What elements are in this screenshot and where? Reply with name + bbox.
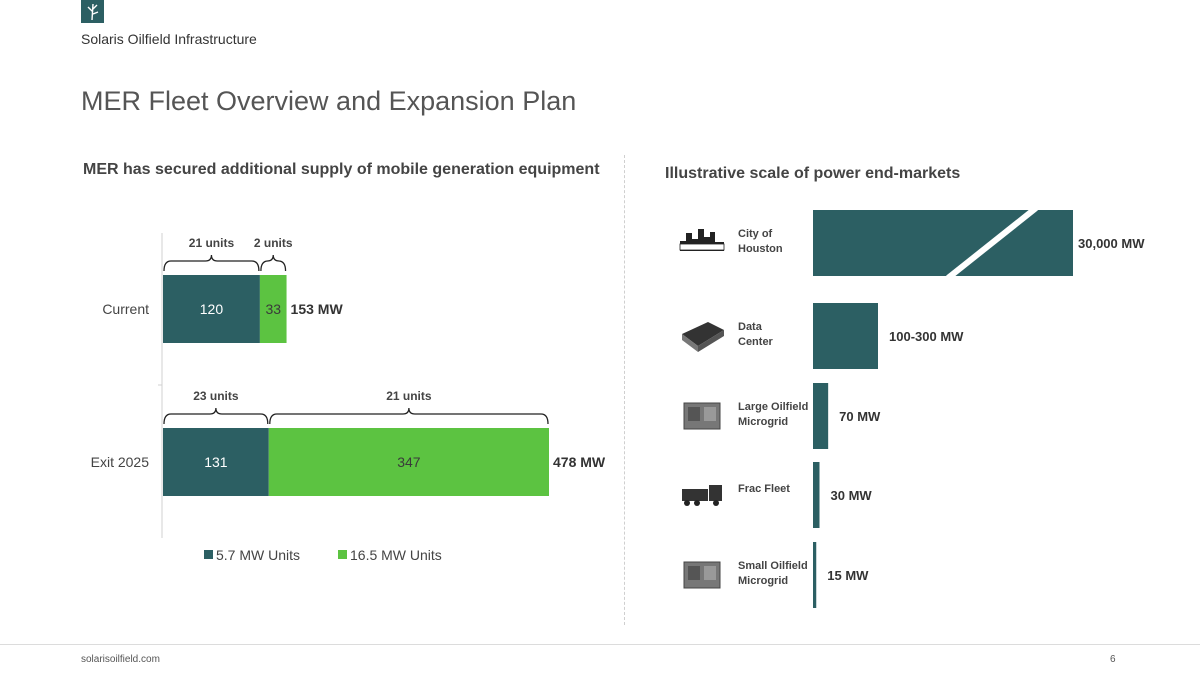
market-category-label: Frac Fleet — [738, 483, 790, 495]
bar-segment — [163, 428, 269, 496]
market-value-label: 100-300 MW — [889, 329, 964, 344]
panel-divider — [624, 155, 625, 625]
bar-value-label: 131 — [204, 454, 228, 470]
market-bar — [813, 383, 829, 449]
footer-website: solarisoilfield.com — [81, 654, 160, 665]
total-label: 153 MW — [291, 301, 344, 317]
total-label: 478 MW — [553, 454, 606, 470]
market-bar — [813, 462, 820, 528]
market-category-label: Small Oilfield — [738, 560, 808, 572]
unit-count-label: 23 units — [193, 389, 239, 403]
footer-divider — [0, 644, 1200, 645]
rack-side — [682, 334, 698, 352]
unit-brace — [260, 254, 287, 272]
page-title: MER Fleet Overview and Expansion Plan — [81, 86, 577, 116]
market-category-label: City of — [738, 228, 773, 240]
category-label: Current — [102, 301, 149, 317]
skyline-banner — [679, 243, 725, 251]
legend-swatch — [204, 550, 213, 559]
generator-panel — [688, 407, 700, 421]
bar-value-label: 33 — [265, 301, 281, 317]
bar-value-label: 120 — [200, 301, 224, 317]
market-category-label: Center — [738, 336, 774, 348]
legend-label: 5.7 MW Units — [216, 547, 300, 563]
legend-swatch — [338, 550, 347, 559]
market-category-label: Large Oilfield — [738, 401, 808, 413]
market-value-label: 30,000 MW — [1078, 236, 1145, 251]
unit-brace — [163, 254, 260, 272]
truck-wheel — [694, 500, 700, 506]
unit-brace — [269, 407, 549, 425]
market-category-label: Microgrid — [738, 416, 788, 428]
truck-wheel — [713, 500, 719, 506]
market-category-label: Microgrid — [738, 575, 788, 587]
market-category-label: Data — [738, 321, 763, 333]
unit-count-label: 2 units — [254, 236, 293, 250]
truck-wheel — [684, 500, 690, 506]
rack-top — [682, 322, 724, 346]
bar-segment — [163, 275, 260, 343]
company-logo — [81, 0, 104, 23]
generator-vent — [704, 566, 716, 580]
market-value-label: 30 MW — [831, 488, 873, 503]
market-bar — [813, 303, 878, 369]
page-number: 6 — [1110, 654, 1116, 665]
truck-cab — [709, 485, 722, 501]
bar-segment — [259, 275, 287, 343]
server-rack-icon — [682, 322, 724, 352]
axis-break-mark — [946, 205, 1038, 281]
truck-trailer — [682, 489, 708, 501]
generator-icon — [683, 402, 721, 430]
market-bar — [813, 542, 817, 608]
generator-panel — [688, 566, 700, 580]
unit-brace — [163, 407, 269, 425]
rack-front — [698, 330, 724, 352]
unit-count-label: 21 units — [386, 389, 432, 403]
unit-count-label: 21 units — [189, 236, 235, 250]
left-heading: MER has secured additional supply of mob… — [83, 161, 600, 178]
bar-value-label: 347 — [397, 454, 421, 470]
category-label: Exit 2025 — [91, 454, 150, 470]
legend-label: 16.5 MW Units — [350, 547, 442, 563]
company-name: Solaris Oilfield Infrastructure — [81, 31, 257, 47]
right-heading: Illustrative scale of power end-markets — [665, 165, 961, 182]
generator-icon — [683, 561, 721, 589]
market-bar — [813, 210, 1073, 276]
generator-vent — [704, 407, 716, 421]
market-value-label: 15 MW — [827, 568, 869, 583]
market-category-label: Houston — [738, 243, 783, 255]
market-value-label: 70 MW — [839, 409, 881, 424]
frac-truck-icon — [682, 485, 722, 506]
bar-segment — [268, 428, 549, 496]
houston-skyline-icon — [679, 229, 725, 251]
